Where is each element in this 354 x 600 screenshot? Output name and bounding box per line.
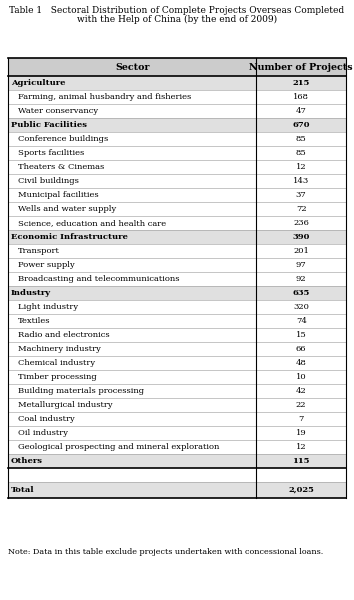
Text: 143: 143 (293, 177, 309, 185)
Text: Metallurgical industry: Metallurgical industry (18, 401, 113, 409)
Text: 7: 7 (298, 415, 304, 423)
Bar (8, 230, 346, 244)
Bar (8, 412, 346, 426)
Text: Machinery industry: Machinery industry (18, 345, 101, 353)
Text: Oil industry: Oil industry (18, 429, 68, 437)
Text: 19: 19 (296, 429, 307, 437)
Bar (8, 174, 346, 188)
Text: 92: 92 (296, 275, 307, 283)
Text: Light industry: Light industry (18, 303, 78, 311)
Bar (8, 426, 346, 440)
Bar (8, 202, 346, 216)
Text: Theaters & Cinemas: Theaters & Cinemas (18, 163, 104, 171)
Bar (8, 58, 346, 76)
Text: 72: 72 (296, 205, 307, 213)
Text: Sector: Sector (115, 62, 149, 71)
Bar (8, 90, 346, 104)
Text: Power supply: Power supply (18, 261, 75, 269)
Text: Broadcasting and telecommunications: Broadcasting and telecommunications (18, 275, 179, 283)
Text: 48: 48 (296, 359, 307, 367)
Text: 201: 201 (293, 247, 309, 255)
Text: Economic Infrastructure: Economic Infrastructure (11, 233, 128, 241)
Text: Municipal facilities: Municipal facilities (18, 191, 99, 199)
Bar (8, 482, 346, 498)
Text: Agriculture: Agriculture (11, 79, 65, 87)
Text: 74: 74 (296, 317, 307, 325)
Text: Science, education and health care: Science, education and health care (18, 219, 166, 227)
Bar (8, 272, 346, 286)
Text: 85: 85 (296, 135, 307, 143)
Text: Conference buildings: Conference buildings (18, 135, 108, 143)
Text: 47: 47 (296, 107, 307, 115)
Text: 15: 15 (296, 331, 307, 339)
Bar (8, 384, 346, 398)
Text: 12: 12 (296, 163, 307, 171)
Bar (8, 328, 346, 342)
Bar (8, 342, 346, 356)
Bar (8, 118, 346, 132)
Bar (8, 132, 346, 146)
Text: Total: Total (11, 486, 35, 494)
Bar (8, 286, 346, 300)
Text: 22: 22 (296, 401, 307, 409)
Text: 215: 215 (292, 79, 310, 87)
Text: 97: 97 (296, 261, 307, 269)
Text: 635: 635 (292, 289, 310, 297)
Text: 670: 670 (292, 121, 310, 129)
Text: with the Help of China (by the end of 2009): with the Help of China (by the end of 20… (77, 15, 277, 24)
Bar (8, 454, 346, 468)
Bar (8, 244, 346, 258)
Text: 115: 115 (292, 457, 310, 465)
Bar (8, 398, 346, 412)
Text: 2,025: 2,025 (288, 486, 314, 494)
Text: Geological prospecting and mineral exploration: Geological prospecting and mineral explo… (18, 443, 219, 451)
Text: 320: 320 (293, 303, 309, 311)
Bar (8, 314, 346, 328)
Text: 390: 390 (292, 233, 310, 241)
Bar (8, 356, 346, 370)
Text: Coal industry: Coal industry (18, 415, 75, 423)
Text: Water conservancy: Water conservancy (18, 107, 98, 115)
Text: 85: 85 (296, 149, 307, 157)
Text: 12: 12 (296, 443, 307, 451)
Text: Chemical industry: Chemical industry (18, 359, 95, 367)
Text: Radio and electronics: Radio and electronics (18, 331, 110, 339)
Bar (8, 258, 346, 272)
Text: Industry: Industry (11, 289, 51, 297)
Bar (8, 160, 346, 174)
Text: Timber processing: Timber processing (18, 373, 97, 381)
Text: 66: 66 (296, 345, 307, 353)
Text: 168: 168 (293, 93, 309, 101)
Bar (8, 188, 346, 202)
Text: 42: 42 (296, 387, 307, 395)
Bar (8, 104, 346, 118)
Bar (8, 216, 346, 230)
Text: Building materials processing: Building materials processing (18, 387, 144, 395)
Text: 236: 236 (293, 219, 309, 227)
Bar (8, 146, 346, 160)
Text: Note: Data in this table exclude projects undertaken with concessional loans.: Note: Data in this table exclude project… (8, 548, 323, 556)
Text: Transport: Transport (18, 247, 60, 255)
Bar (8, 370, 346, 384)
Text: Sports facilities: Sports facilities (18, 149, 84, 157)
Text: Farming, animal husbandry and fisheries: Farming, animal husbandry and fisheries (18, 93, 191, 101)
Bar (8, 76, 346, 90)
Text: Civil buildings: Civil buildings (18, 177, 79, 185)
Text: Table 1   Sectoral Distribution of Complete Projects Overseas Completed: Table 1 Sectoral Distribution of Complet… (10, 6, 344, 15)
Text: Public Facilities: Public Facilities (11, 121, 87, 129)
Text: Textiles: Textiles (18, 317, 51, 325)
Bar (8, 300, 346, 314)
Text: 10: 10 (296, 373, 307, 381)
Text: Number of Projects: Number of Projects (250, 62, 353, 71)
Text: Others: Others (11, 457, 43, 465)
Text: 37: 37 (296, 191, 307, 199)
Text: Wells and water supply: Wells and water supply (18, 205, 116, 213)
Bar (8, 440, 346, 454)
